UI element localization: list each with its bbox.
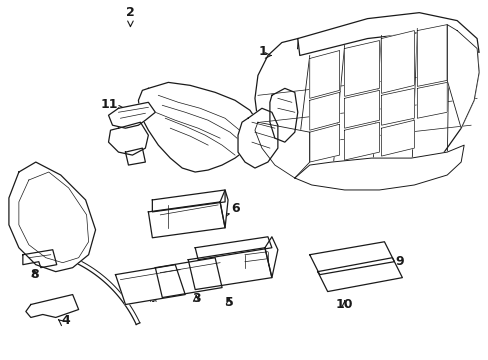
Text: 2: 2 (126, 6, 135, 19)
Polygon shape (309, 242, 394, 275)
Polygon shape (138, 82, 258, 172)
Polygon shape (108, 122, 148, 155)
Polygon shape (23, 250, 57, 268)
Polygon shape (381, 31, 413, 93)
Polygon shape (309, 92, 339, 130)
Polygon shape (447, 24, 478, 128)
Text: 1: 1 (258, 45, 267, 58)
Polygon shape (152, 190, 224, 212)
Polygon shape (188, 248, 271, 289)
Polygon shape (264, 237, 277, 278)
Polygon shape (294, 145, 463, 190)
Text: 4: 4 (61, 314, 70, 328)
Polygon shape (309, 124, 339, 162)
Polygon shape (344, 41, 379, 96)
Polygon shape (254, 122, 309, 178)
Text: 6: 6 (231, 202, 240, 215)
Polygon shape (344, 90, 379, 128)
Text: 7: 7 (149, 292, 158, 305)
Polygon shape (381, 120, 413, 156)
Polygon shape (238, 108, 277, 168)
Polygon shape (26, 294, 79, 318)
Polygon shape (19, 172, 88, 263)
Polygon shape (416, 24, 447, 86)
Polygon shape (344, 122, 379, 160)
Polygon shape (381, 88, 413, 125)
Polygon shape (254, 23, 478, 188)
Text: 11: 11 (101, 98, 118, 111)
Polygon shape (9, 162, 95, 272)
Text: 5: 5 (224, 296, 233, 309)
Text: 10: 10 (335, 297, 353, 311)
Polygon shape (125, 148, 145, 165)
Polygon shape (317, 258, 402, 292)
Polygon shape (155, 258, 222, 298)
Text: 3: 3 (191, 292, 200, 305)
Polygon shape (269, 88, 297, 142)
Text: 9: 9 (394, 255, 403, 268)
Polygon shape (148, 202, 224, 238)
Polygon shape (220, 190, 227, 228)
Polygon shape (297, 13, 478, 55)
Polygon shape (195, 237, 271, 260)
Polygon shape (115, 265, 185, 305)
Polygon shape (108, 102, 155, 128)
Polygon shape (416, 82, 447, 118)
Polygon shape (309, 50, 339, 98)
Text: 8: 8 (30, 267, 39, 281)
